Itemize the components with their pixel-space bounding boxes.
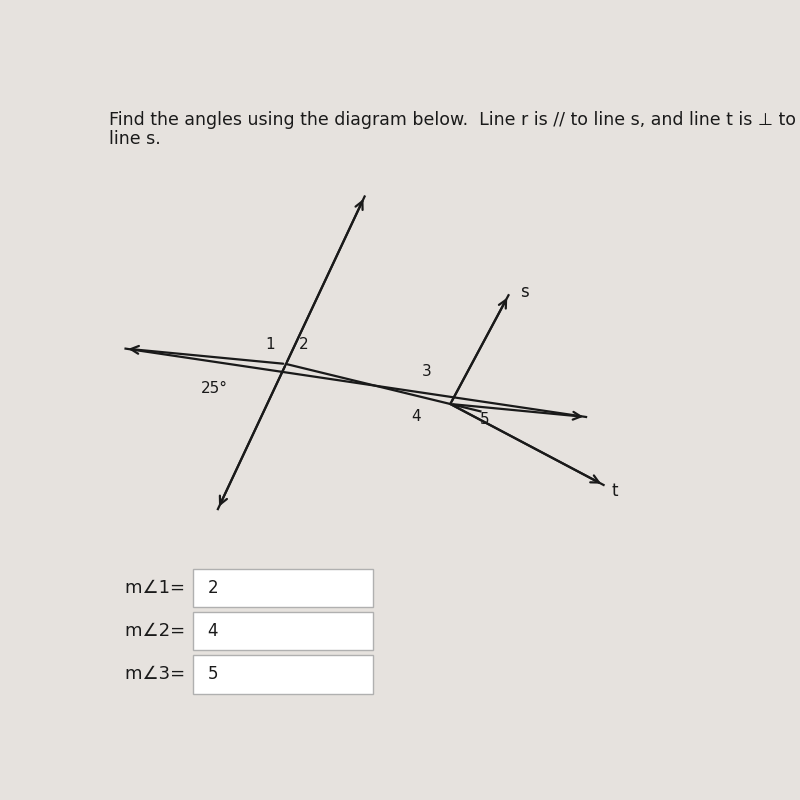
Text: 2: 2 <box>298 337 308 352</box>
Text: Find the angles using the diagram below.  Line r is // to line s, and line t is : Find the angles using the diagram below.… <box>110 111 796 130</box>
FancyBboxPatch shape <box>193 569 373 607</box>
Text: 4: 4 <box>207 622 218 640</box>
FancyBboxPatch shape <box>193 655 373 694</box>
Text: 5: 5 <box>207 666 218 683</box>
Text: m∠3=: m∠3= <box>125 666 190 683</box>
FancyBboxPatch shape <box>193 612 373 650</box>
Text: 3: 3 <box>422 365 432 379</box>
Text: s: s <box>520 283 529 301</box>
Text: t: t <box>611 482 618 500</box>
Text: line s.: line s. <box>110 130 161 148</box>
Text: 2: 2 <box>207 579 218 597</box>
Text: 25°: 25° <box>202 381 228 396</box>
Text: m∠2=: m∠2= <box>125 622 190 640</box>
Text: m∠1=: m∠1= <box>125 579 190 597</box>
Text: 5: 5 <box>479 412 490 427</box>
Text: 4: 4 <box>411 409 421 424</box>
Text: 1: 1 <box>266 337 275 352</box>
